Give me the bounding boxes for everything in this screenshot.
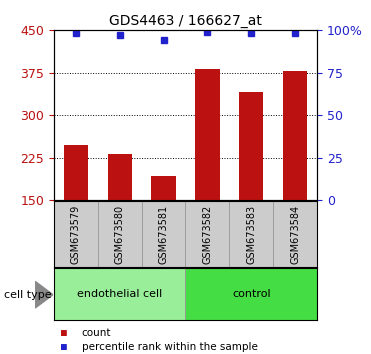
Bar <box>273 201 317 267</box>
Text: GSM673580: GSM673580 <box>115 204 125 264</box>
Text: GSM673583: GSM673583 <box>246 204 256 264</box>
Bar <box>239 92 263 200</box>
Text: GSM673584: GSM673584 <box>290 204 300 264</box>
Text: GSM673582: GSM673582 <box>203 204 213 264</box>
Title: GDS4463 / 166627_at: GDS4463 / 166627_at <box>109 14 262 28</box>
Bar <box>142 201 186 267</box>
Bar <box>186 201 229 267</box>
Text: ■: ■ <box>61 342 67 352</box>
Text: control: control <box>232 289 271 299</box>
Polygon shape <box>35 281 53 308</box>
Bar <box>283 72 307 200</box>
Bar <box>54 268 185 320</box>
Text: percentile rank within the sample: percentile rank within the sample <box>82 342 257 352</box>
Text: endothelial cell: endothelial cell <box>77 289 162 299</box>
Bar <box>64 145 88 200</box>
Bar <box>196 69 220 200</box>
Bar <box>151 176 175 200</box>
Bar <box>229 201 273 267</box>
Text: cell type: cell type <box>4 290 51 299</box>
Bar <box>98 201 142 267</box>
Bar <box>108 154 132 200</box>
Text: GSM673579: GSM673579 <box>71 204 81 264</box>
Bar <box>54 201 98 267</box>
Text: ■: ■ <box>61 329 67 338</box>
Text: count: count <box>82 329 111 338</box>
Text: GSM673581: GSM673581 <box>158 204 168 264</box>
Bar <box>186 268 317 320</box>
